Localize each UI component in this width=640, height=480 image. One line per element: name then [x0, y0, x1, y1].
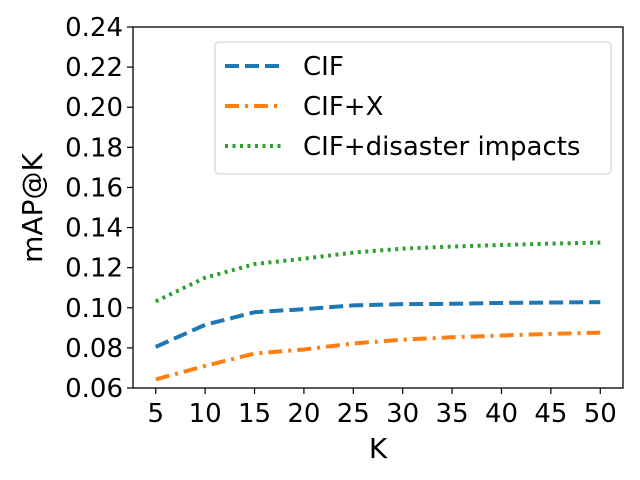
series-line-cif	[154, 300, 601, 349]
y-tick-label: 0.14	[65, 214, 123, 244]
plot-area	[132, 26, 624, 389]
legend-box	[214, 41, 612, 175]
x-tick-label: 5	[147, 399, 164, 429]
x-tick-label: 30	[386, 399, 419, 429]
legend-entries: CIF CIF+X CIF+disaster impacts	[225, 52, 580, 162]
y-tick-label: 0.10	[65, 294, 123, 324]
y-tick-label: 0.22	[65, 53, 123, 83]
x-tick-label: 40	[485, 399, 518, 429]
legend: CIF CIF+X CIF+disaster impacts	[214, 41, 612, 175]
series-layer	[154, 240, 601, 382]
legend-label-cif: CIF	[303, 52, 344, 82]
x-tick-label: 25	[337, 399, 370, 429]
axes-frame	[132, 26, 624, 389]
y-tick-label: 0.18	[65, 133, 123, 163]
x-axis-ticks: 5 10 15 20 25 30 35 40 45 50	[147, 388, 617, 429]
x-axis-label: K	[369, 432, 388, 465]
x-tick-label: 35	[436, 399, 469, 429]
series-line-cif-x	[155, 330, 601, 382]
series-line-cif-disaster-impacts	[154, 240, 601, 304]
y-tick-label: 0.20	[65, 93, 123, 123]
legend-label-cif-x: CIF+X	[303, 92, 383, 122]
x-tick-label: 20	[287, 399, 320, 429]
x-tick-label: 50	[584, 399, 617, 429]
y-tick-label: 0.08	[65, 334, 123, 364]
y-tick-label: 0.24	[65, 13, 123, 43]
y-tick-label: 0.12	[65, 254, 123, 284]
y-tick-label: 0.16	[65, 173, 123, 203]
x-tick-label: 45	[534, 399, 567, 429]
legend-label-cif-disaster-impacts: CIF+disaster impacts	[303, 132, 580, 162]
y-axis-ticks: 0.06 0.08 0.10 0.12 0.14 0.16 0.18 0.20 0.22 0.24	[65, 13, 133, 404]
x-tick-label: 15	[238, 399, 271, 429]
y-axis-label: mAP@K	[16, 153, 49, 263]
y-tick-label: 0.06	[65, 374, 123, 404]
x-tick-label: 10	[189, 399, 222, 429]
